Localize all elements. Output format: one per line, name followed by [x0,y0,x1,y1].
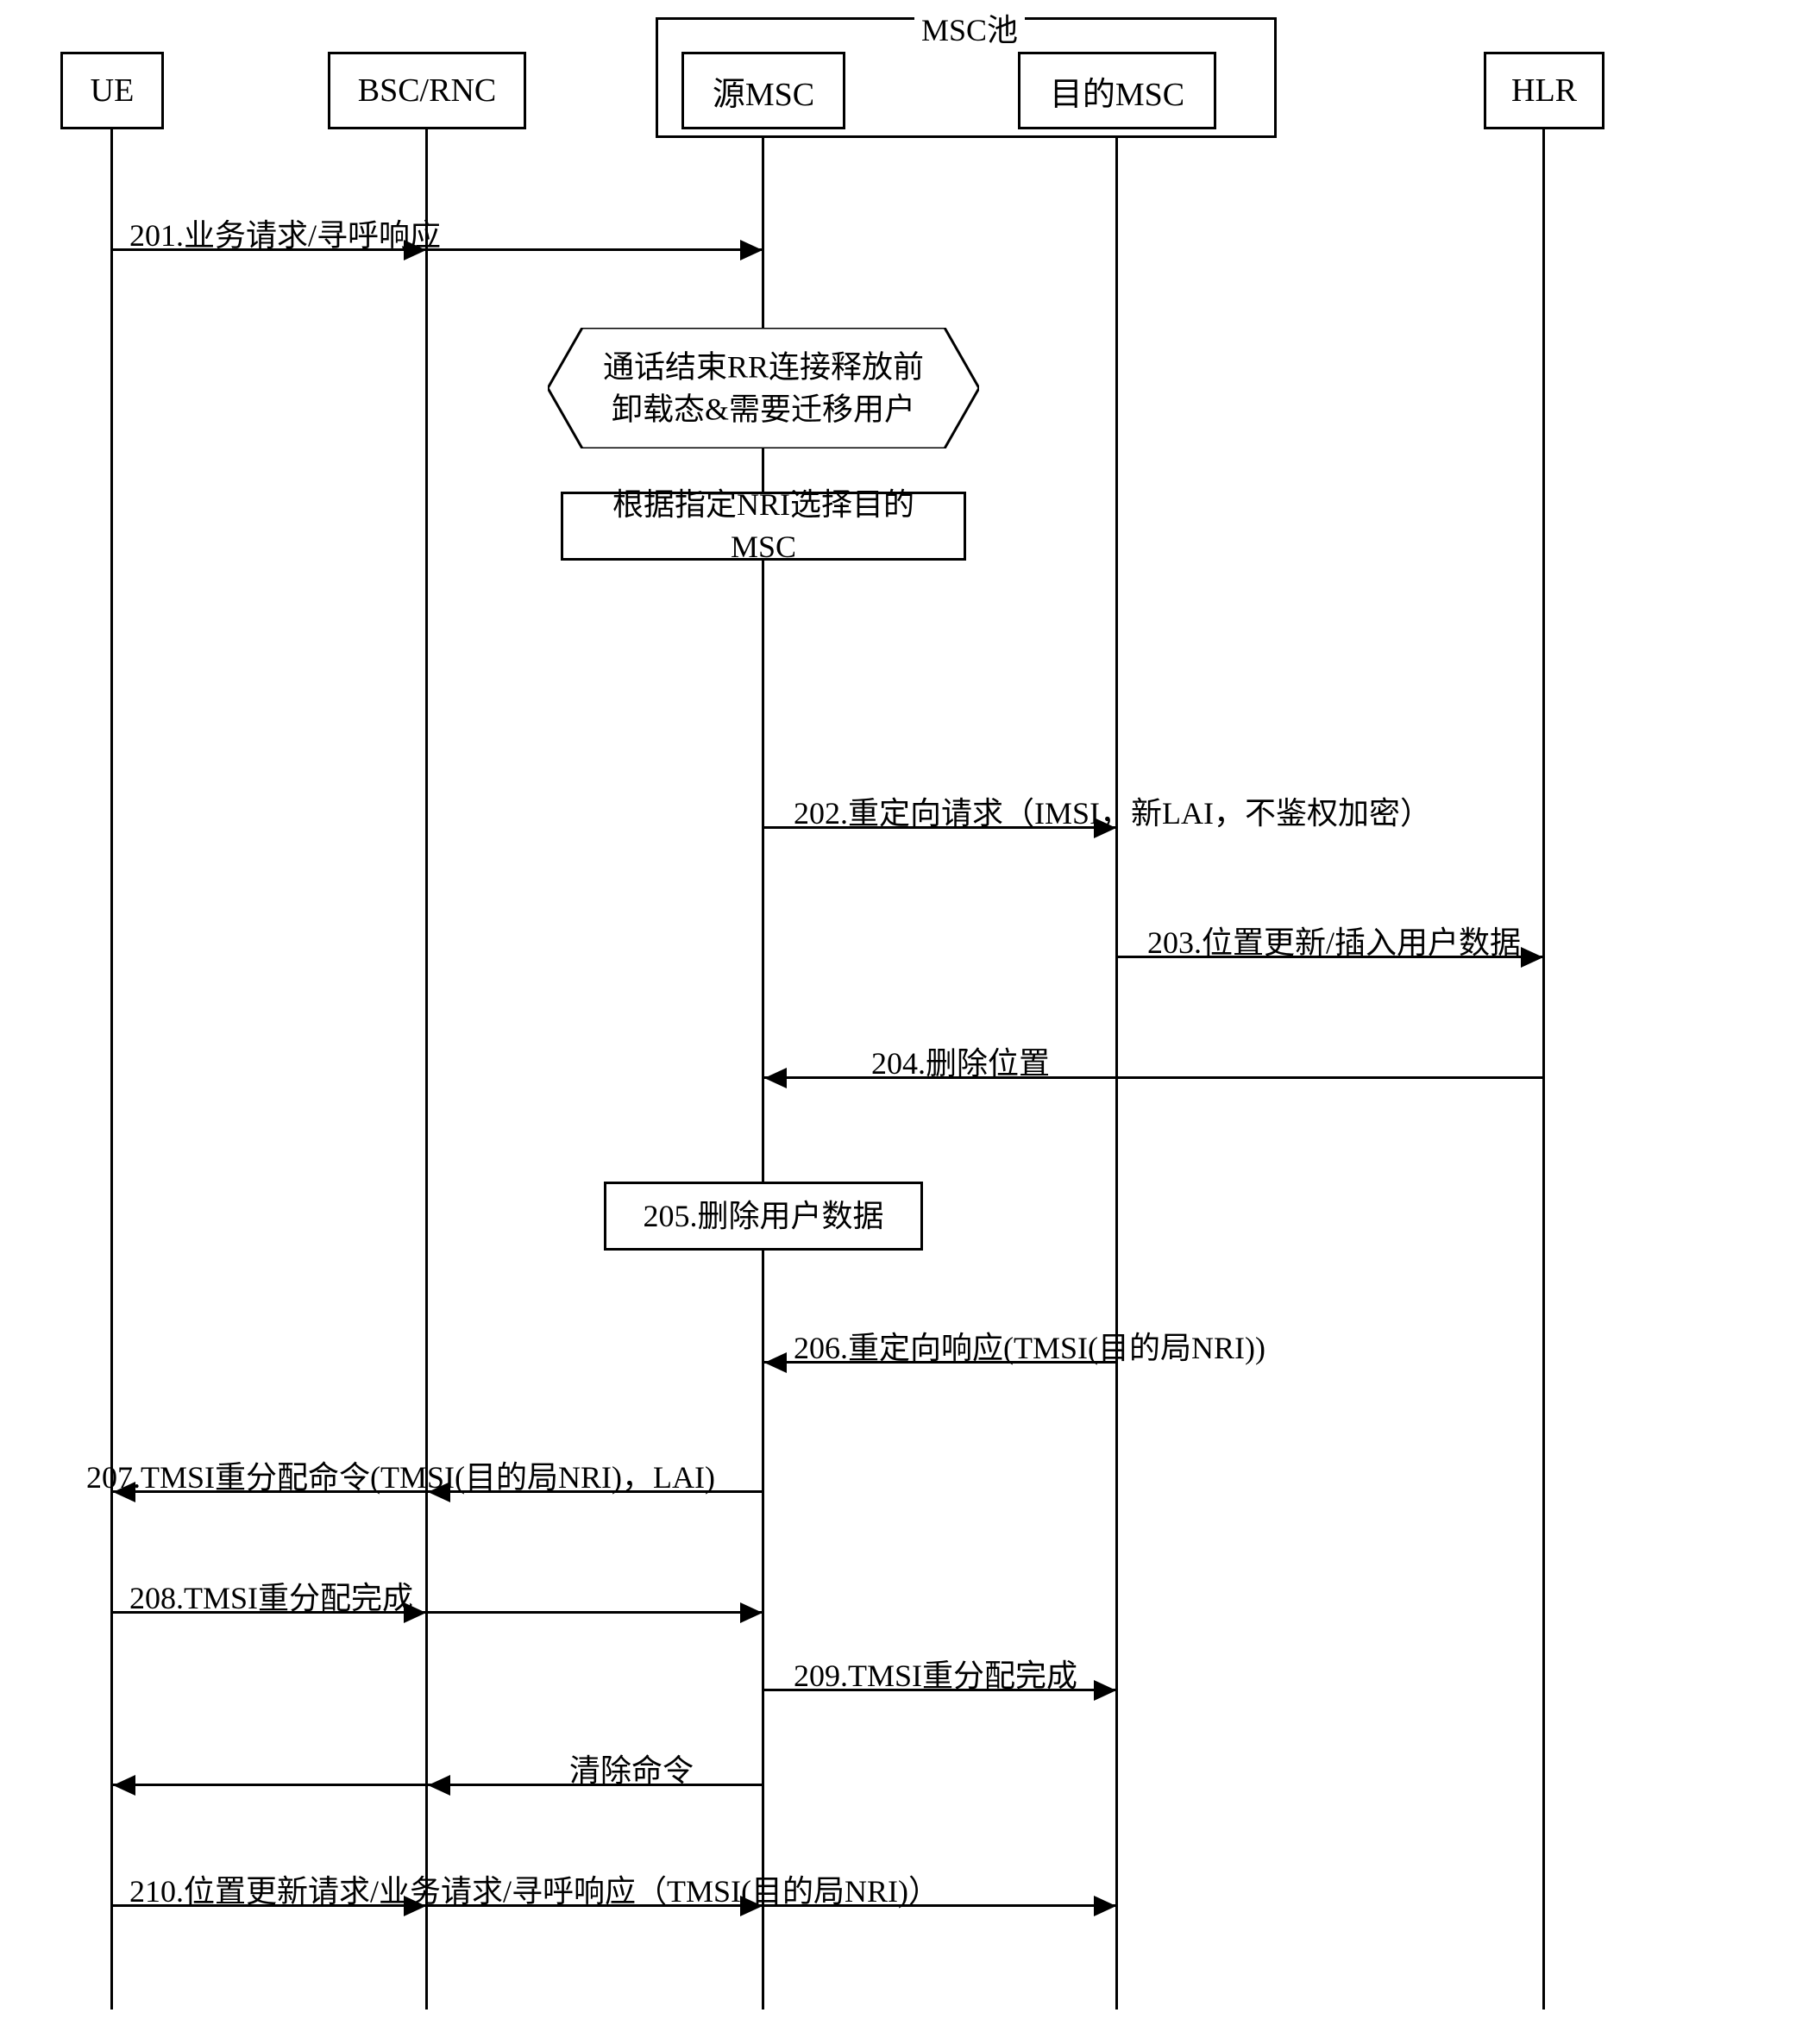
participant-hlr: HLR [1484,52,1604,129]
participant-dest-msc: 目的MSC [1018,52,1216,129]
label-204: 204.删除位置 [871,1038,1050,1083]
arrowhead-208-src [740,1602,763,1623]
label-203: 203.位置更新/插入用户数据 [1147,918,1521,962]
lifeline-hlr [1542,129,1545,2010]
participant-source-msc: 源MSC [681,52,845,129]
arrowhead-203 [1521,947,1543,968]
arrowhead-clear-ue [113,1775,135,1796]
lifeline-dstmsc [1115,138,1118,2010]
arrowhead-clear-bsc [428,1775,450,1796]
hex-line1: 通话结束RR连接释放前 [603,349,924,384]
select-nri-box: 根据指定NRI选择目的MSC [561,492,966,561]
label-209: 209.TMSI重分配完成 [794,1651,1077,1696]
label-208: 208.TMSI重分配完成 [129,1573,413,1618]
participant-ue: UE [60,52,164,129]
arrowhead-204 [764,1068,787,1088]
decision-hexagon: 通话结束RR连接释放前 卸载态&需要迁移用户 [548,328,979,448]
arrowhead-209 [1094,1680,1116,1701]
lifeline-bsc [425,129,428,2010]
msc-pool-label: MSC池 [914,5,1025,50]
label-210: 210.位置更新请求/业务请求/寻呼响应（TMSI(目的局NRI)） [129,1866,939,1911]
arrowhead-201-src [740,240,763,260]
arrowhead-206 [764,1352,787,1373]
label-clear: 清除命令 [569,1746,694,1790]
label-206: 206.重定向响应(TMSI(目的局NRI)) [794,1323,1265,1368]
label-207: 207.TMSI重分配命令(TMSI(目的局NRI)，LAI) [86,1452,715,1497]
hex-line2: 卸载态&需要迁移用户 [612,392,915,426]
delete-user-data-box: 205.删除用户数据 [604,1182,923,1251]
label-202: 202.重定向请求（IMSI，新LAI，不鉴权加密） [794,788,1431,833]
arrowhead-210-dst [1094,1896,1116,1916]
label-201: 201.业务请求/寻呼响应 [129,210,441,255]
lifeline-ue [110,129,113,2010]
participant-bsc-rnc: BSC/RNC [328,52,526,129]
